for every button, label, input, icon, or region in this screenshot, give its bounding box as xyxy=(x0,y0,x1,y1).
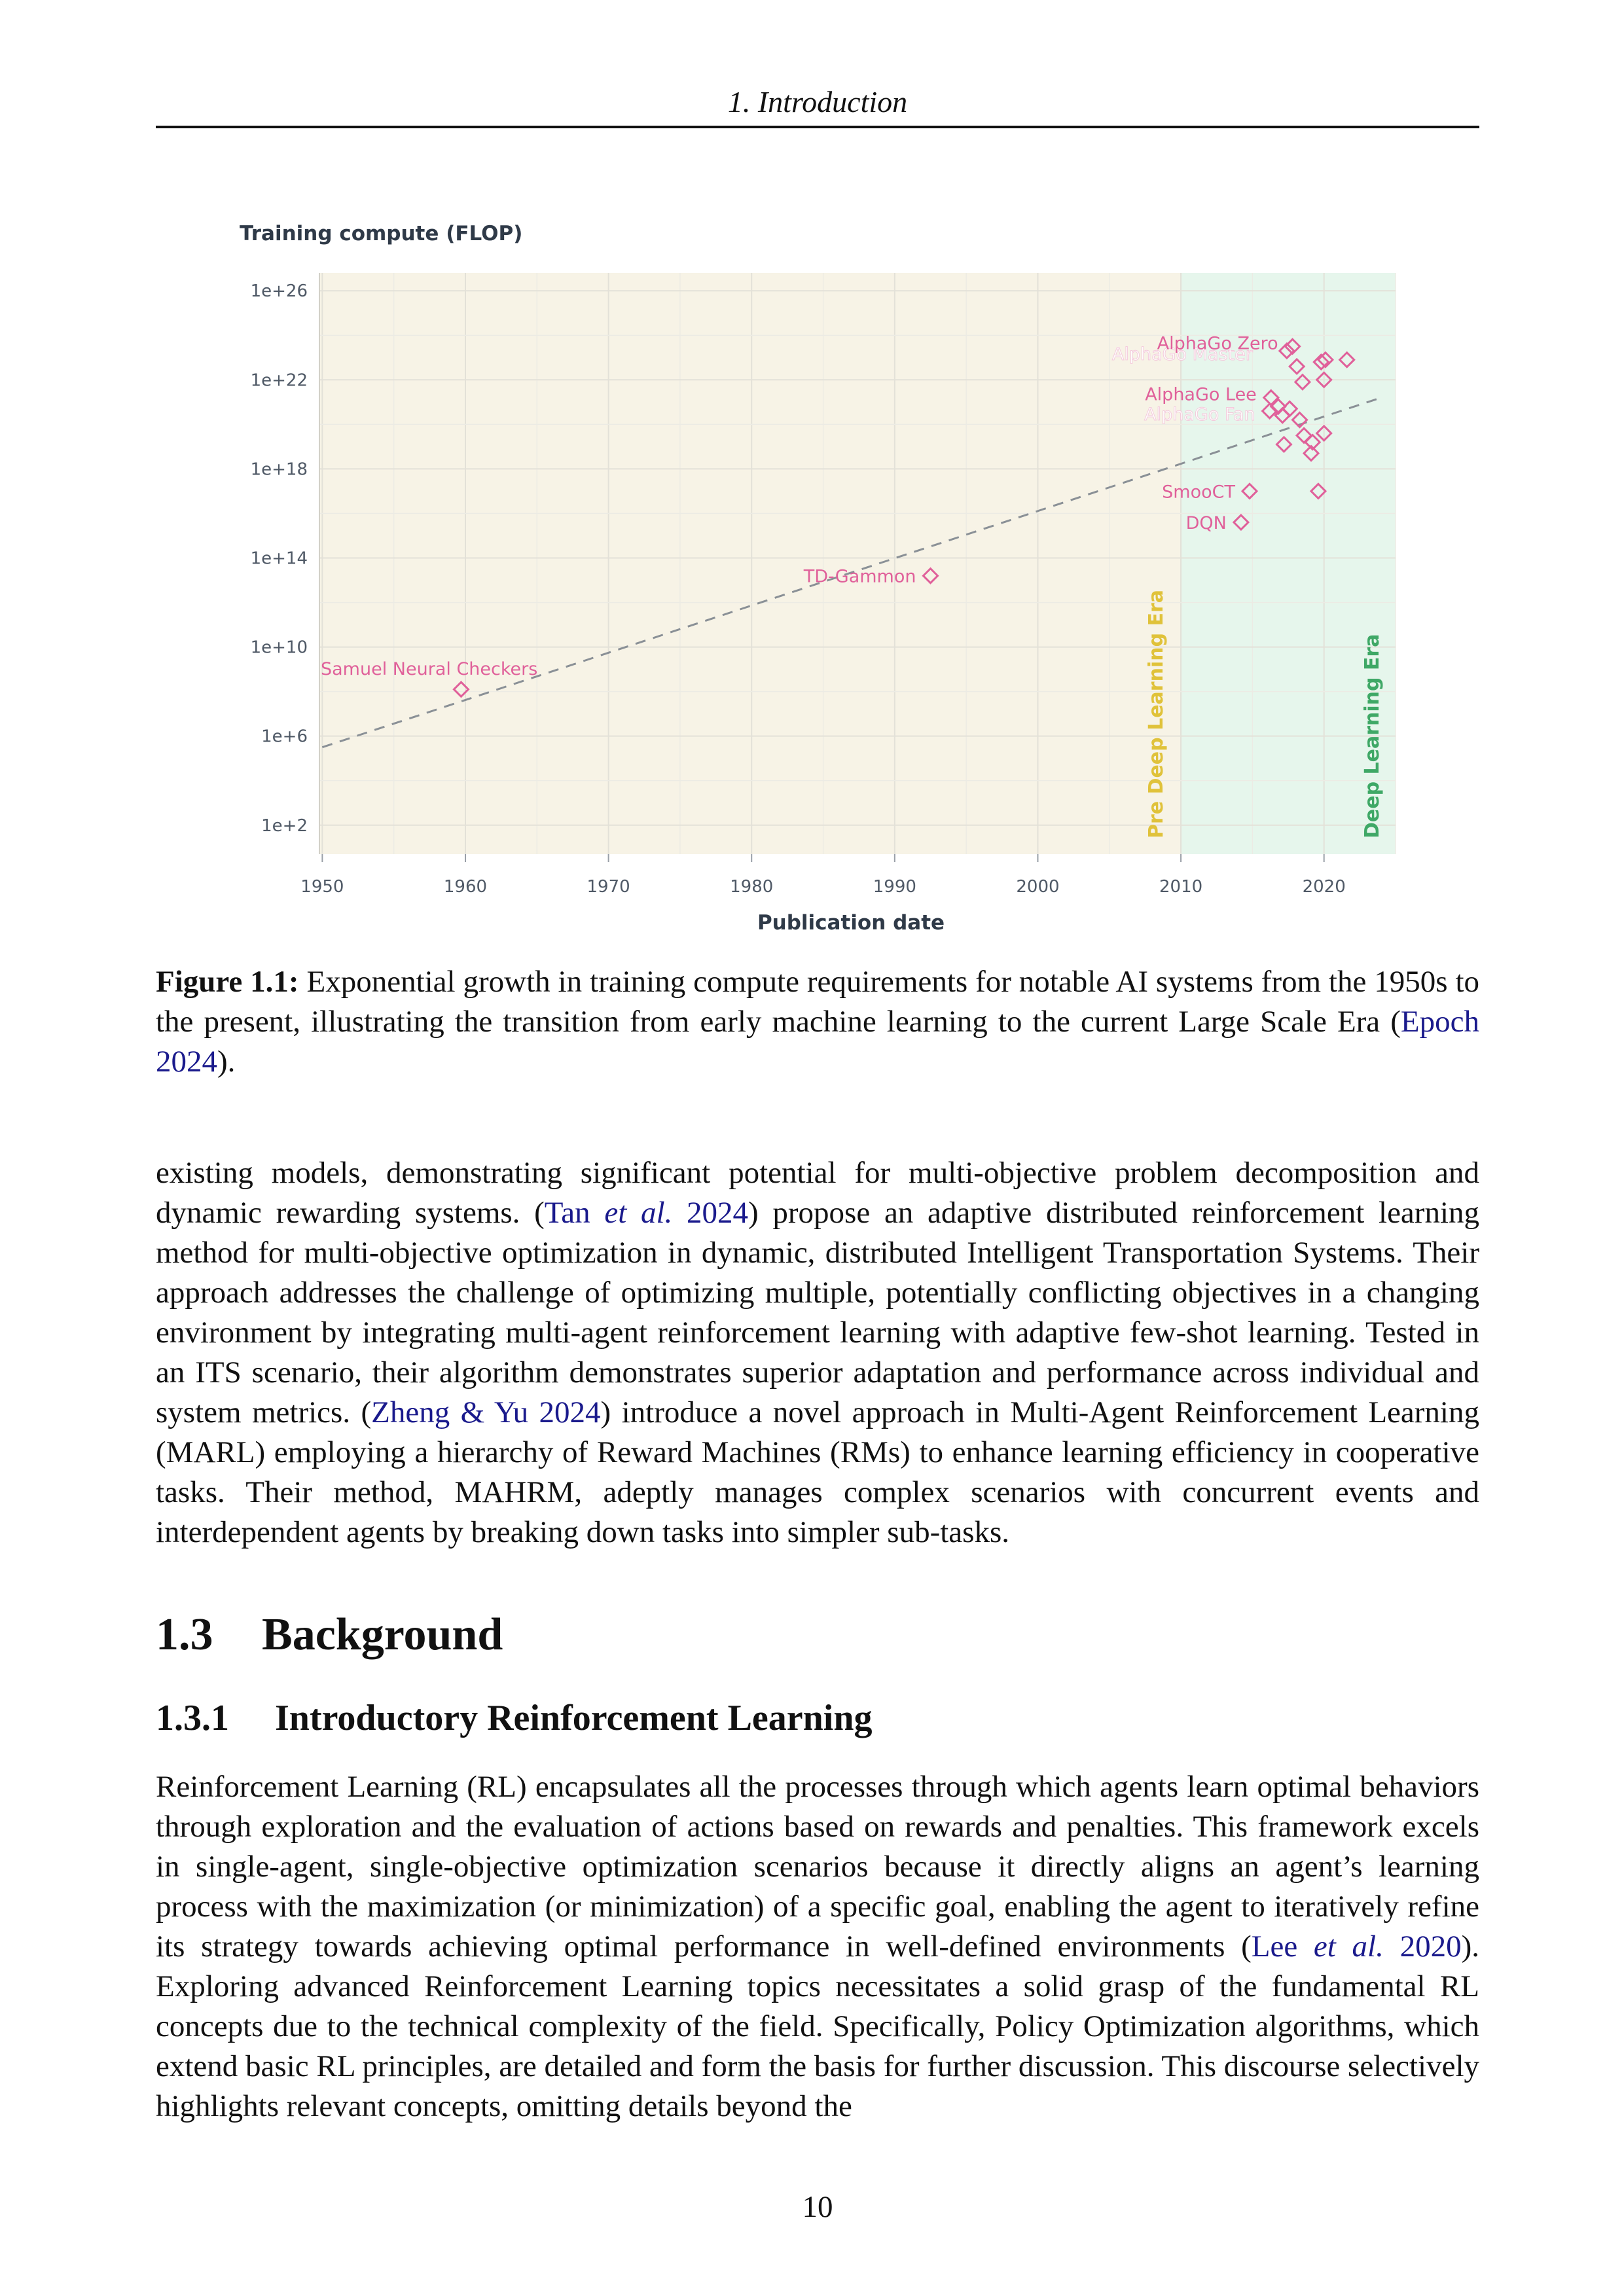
citation-etal: et al. xyxy=(604,1196,673,1230)
data-point-label: DQN xyxy=(1186,513,1227,533)
paragraph-rl-intro: Reinforcement Learning (RL) encapsulates… xyxy=(156,1767,1479,2126)
y-tick-label: 1e+6 xyxy=(261,727,308,747)
x-tick-label: 1990 xyxy=(873,877,916,897)
y-tick-label: 1e+10 xyxy=(251,638,308,658)
data-point xyxy=(1291,411,1308,429)
data-point-label: AlphaGo Zero xyxy=(1157,333,1278,353)
x-tick-label: 2010 xyxy=(1159,877,1202,897)
data-point xyxy=(1316,351,1334,368)
figure-compute-chart: 1950 1960 1970 1980 1990 2000 2010 2020 1e+2 1e+6… xyxy=(223,209,1414,949)
caption-text-1: Exponential growth in training compute r… xyxy=(156,965,1480,1039)
data-point xyxy=(1278,342,1295,360)
era-label: Pre Deep Learning Era xyxy=(1145,590,1168,838)
citation-etal: et al. xyxy=(1313,1929,1384,1964)
data-point-label: TD-Gammon xyxy=(803,567,916,587)
page-number: 10 xyxy=(802,2190,833,2224)
data-point xyxy=(1293,373,1312,391)
citation-year: 2020 xyxy=(1399,1929,1462,1964)
citation-author: Tan xyxy=(544,1196,590,1230)
era-band xyxy=(1181,273,1396,854)
data-point-label: Samuel Neural Checkers xyxy=(321,659,537,679)
subsection-heading: 1.3.1 Introductory Reinforcement Learning xyxy=(156,1695,873,1741)
subsection-number: 1.3.1 xyxy=(156,1698,229,1738)
caption-text-2: ). xyxy=(217,1045,236,1079)
data-point xyxy=(1309,482,1327,500)
paragraph-related-work: existing models, demonstrating significa… xyxy=(156,1153,1479,1552)
data-point xyxy=(1295,427,1313,444)
citation-author: Lee xyxy=(1251,1929,1298,1964)
data-point xyxy=(1262,389,1280,406)
data-point xyxy=(1315,424,1333,442)
era-band xyxy=(319,273,1182,854)
data-point xyxy=(1338,351,1356,368)
data-point-label: AlphaGo Lee xyxy=(1145,385,1257,405)
header-rule xyxy=(156,126,1479,128)
y-tick-label: 1e+22 xyxy=(251,370,308,390)
running-head: 1. Introduction xyxy=(727,85,908,118)
data-point xyxy=(1240,482,1259,500)
data-point-label: AlphaGo Fan xyxy=(1144,404,1255,425)
para1-text-1: existing models, demonstrating significa… xyxy=(156,1156,1479,1230)
x-tick-label: 2000 xyxy=(1016,877,1059,897)
data-point xyxy=(1281,400,1299,418)
section-title: Background xyxy=(262,1609,503,1660)
section-number: 1.3 xyxy=(156,1609,213,1660)
data-point-label: AlphaGo Master xyxy=(1112,344,1254,365)
y-tick-label: 1e+18 xyxy=(251,459,308,479)
data-point xyxy=(452,681,470,698)
citation-link-lee[interactable]: Lee et al. 2020 xyxy=(1252,1929,1462,1964)
subsection-title: Introductory Reinforcement Learning xyxy=(275,1698,873,1738)
data-point xyxy=(1315,371,1333,389)
para2-text-1: Reinforcement Learning (RL) encapsulates… xyxy=(156,1770,1479,1964)
x-tick-label: 2020 xyxy=(1303,877,1346,897)
x-tick-label: 1970 xyxy=(587,877,630,897)
data-point-label: SmooCT xyxy=(1162,482,1235,502)
data-point xyxy=(1304,433,1322,451)
caption-citation-link[interactable]: Epoch 2024 xyxy=(156,1005,1479,1079)
data-point xyxy=(1302,444,1320,462)
y-tick-label: 1e+14 xyxy=(251,548,308,568)
section-heading: 1.3 Background xyxy=(156,1607,503,1662)
y-axis-title: Training compute (FLOP) xyxy=(240,222,522,245)
data-point xyxy=(1312,353,1330,371)
citation-link-zheng-yu[interactable]: Zheng & Yu 2024 xyxy=(371,1395,601,1429)
x-axis-title: Publication date xyxy=(757,911,945,935)
para2-text-2: ). Exploring advanced Reinforcement Lear… xyxy=(156,1929,1479,2123)
y-tick-label: 1e+26 xyxy=(251,281,308,301)
para1-text-3: ) introduce a novel approach in Multi-Ag… xyxy=(156,1395,1479,1549)
figure-caption: Figure 1.1: Exponential growth in traini… xyxy=(156,962,1479,1082)
x-tick-label: 1980 xyxy=(730,877,773,897)
data-point xyxy=(1275,435,1293,454)
trend-line xyxy=(321,397,1382,749)
citation-link-tan[interactable]: Tan et al. 2024 xyxy=(545,1196,748,1230)
citation-year: 2024 xyxy=(687,1196,749,1230)
y-tick-label: 1e+2 xyxy=(261,816,308,836)
para1-text-2: ) propose an adaptive distributed reinfo… xyxy=(156,1196,1480,1429)
era-label: Deep Learning Era xyxy=(1361,634,1384,838)
chart-svg: 1950 1960 1970 1980 1990 2000 2010 2020 1e+2 1e+6… xyxy=(240,222,1396,935)
data-point xyxy=(1284,338,1301,355)
data-point xyxy=(922,567,939,584)
data-point xyxy=(1232,513,1250,531)
data-point xyxy=(1288,357,1306,376)
x-tick-label: 1960 xyxy=(444,877,487,897)
x-tick-label: 1950 xyxy=(300,877,344,897)
caption-label: Figure 1.1: xyxy=(156,965,299,999)
